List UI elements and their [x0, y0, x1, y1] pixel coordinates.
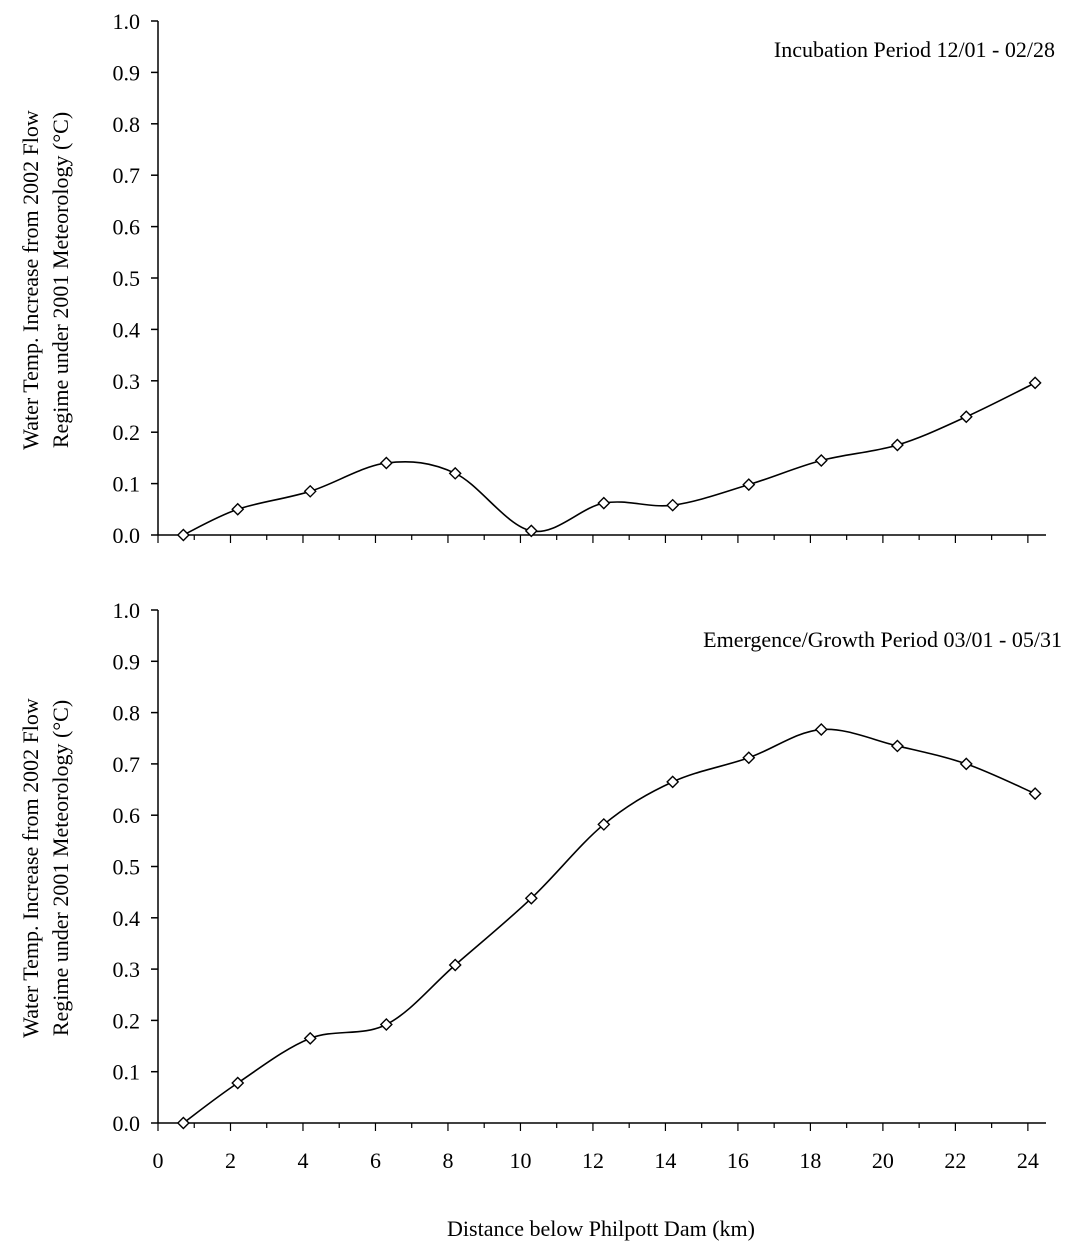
- data-point-marker: [890, 739, 904, 753]
- data-point-marker: [303, 484, 317, 498]
- y-tick-label: 0.3: [113, 957, 141, 982]
- x-tick-label: 18: [799, 1148, 821, 1173]
- emergence-panel: Emergence/Growth Period 03/01 - 05/31 Wa…: [18, 598, 1062, 1241]
- y-tick-label: 0.0: [113, 523, 141, 548]
- data-point-marker: [379, 456, 393, 470]
- data-point-marker: [742, 478, 756, 492]
- data-point-marker: [597, 496, 611, 510]
- data-point-marker: [448, 958, 462, 972]
- data-point-marker: [666, 775, 680, 789]
- data-point-marker: [1028, 376, 1042, 390]
- y-tick-label: 1.0: [113, 598, 141, 623]
- y-tick-label: 0.1: [113, 472, 141, 497]
- data-point-marker: [231, 1076, 245, 1090]
- y-axis-title-line2: Regime under 2001 Meteorology (°C): [48, 700, 73, 1036]
- x-tick-label: 20: [872, 1148, 894, 1173]
- data-point-marker: [379, 1018, 393, 1031]
- y-tick-label: 0.4: [113, 317, 141, 342]
- y-tick-label: 0.9: [113, 60, 141, 85]
- y-tick-label: 0.2: [113, 1008, 141, 1033]
- y-tick-label: 0.5: [113, 855, 141, 880]
- x-tick-label: 0: [153, 1148, 164, 1173]
- x-tick-label: 16: [727, 1148, 749, 1173]
- y-tick-label: 1.0: [113, 9, 141, 34]
- y-tick-label: 0.7: [113, 752, 141, 777]
- data-point-marker: [1028, 787, 1042, 801]
- data-point-marker: [524, 891, 538, 905]
- x-tick-label: 2: [225, 1148, 236, 1173]
- data-point-marker: [959, 757, 973, 771]
- series-line: [183, 382, 1036, 536]
- y-tick-label: 0.7: [113, 163, 141, 188]
- y-axis-title-line2: Regime under 2001 Meteorology (°C): [48, 112, 73, 448]
- y-tick-label: 0.8: [113, 112, 141, 137]
- data-point-marker: [303, 1031, 317, 1045]
- data-point-marker: [231, 502, 245, 516]
- data-point-marker: [959, 410, 973, 424]
- y-tick-label: 0.1: [113, 1060, 141, 1085]
- data-point-marker: [524, 524, 538, 538]
- y-tick-label: 0.3: [113, 369, 141, 394]
- x-tick-label: 6: [370, 1148, 381, 1173]
- data-point-marker: [448, 466, 462, 480]
- data-point-marker: [814, 453, 828, 467]
- data-point-marker: [666, 498, 680, 512]
- emergence-annotation: Emergence/Growth Period 03/01 - 05/31: [703, 627, 1062, 652]
- data-point-marker: [890, 438, 904, 452]
- data-point-marker: [814, 723, 828, 737]
- x-tick-label: 8: [442, 1148, 453, 1173]
- x-tick-label: 24: [1017, 1148, 1039, 1173]
- series-line: [182, 728, 1036, 1124]
- y-tick-label: 0.8: [113, 701, 141, 726]
- data-point-marker: [176, 1116, 190, 1130]
- y-tick-label: 0.2: [113, 420, 141, 445]
- incubation-annotation: Incubation Period 12/01 - 02/28: [774, 37, 1055, 62]
- data-point-marker: [176, 528, 190, 542]
- y-axis-title-line1: Water Temp. Increase from 2002 Flow: [18, 698, 43, 1038]
- y-tick-label: 0.9: [113, 649, 141, 674]
- y-tick-label: 0.5: [113, 266, 141, 291]
- data-point-marker: [742, 751, 756, 765]
- data-point-marker: [597, 817, 611, 831]
- x-tick-label: 22: [944, 1148, 966, 1173]
- x-axis-title: Distance below Philpott Dam (km): [447, 1216, 755, 1241]
- x-tick-label: 4: [297, 1148, 308, 1173]
- y-tick-label: 0.6: [113, 215, 141, 240]
- x-tick-label: 10: [509, 1148, 531, 1173]
- x-tick-label: 14: [654, 1148, 676, 1173]
- y-tick-label: 0.0: [113, 1111, 141, 1136]
- y-tick-label: 0.6: [113, 803, 141, 828]
- x-tick-label: 12: [582, 1148, 604, 1173]
- y-tick-label: 0.4: [113, 906, 141, 931]
- incubation-panel: Incubation Period 12/01 - 02/28 Water Te…: [18, 9, 1055, 548]
- y-axis-title-line1: Water Temp. Increase from 2002 Flow: [18, 110, 43, 450]
